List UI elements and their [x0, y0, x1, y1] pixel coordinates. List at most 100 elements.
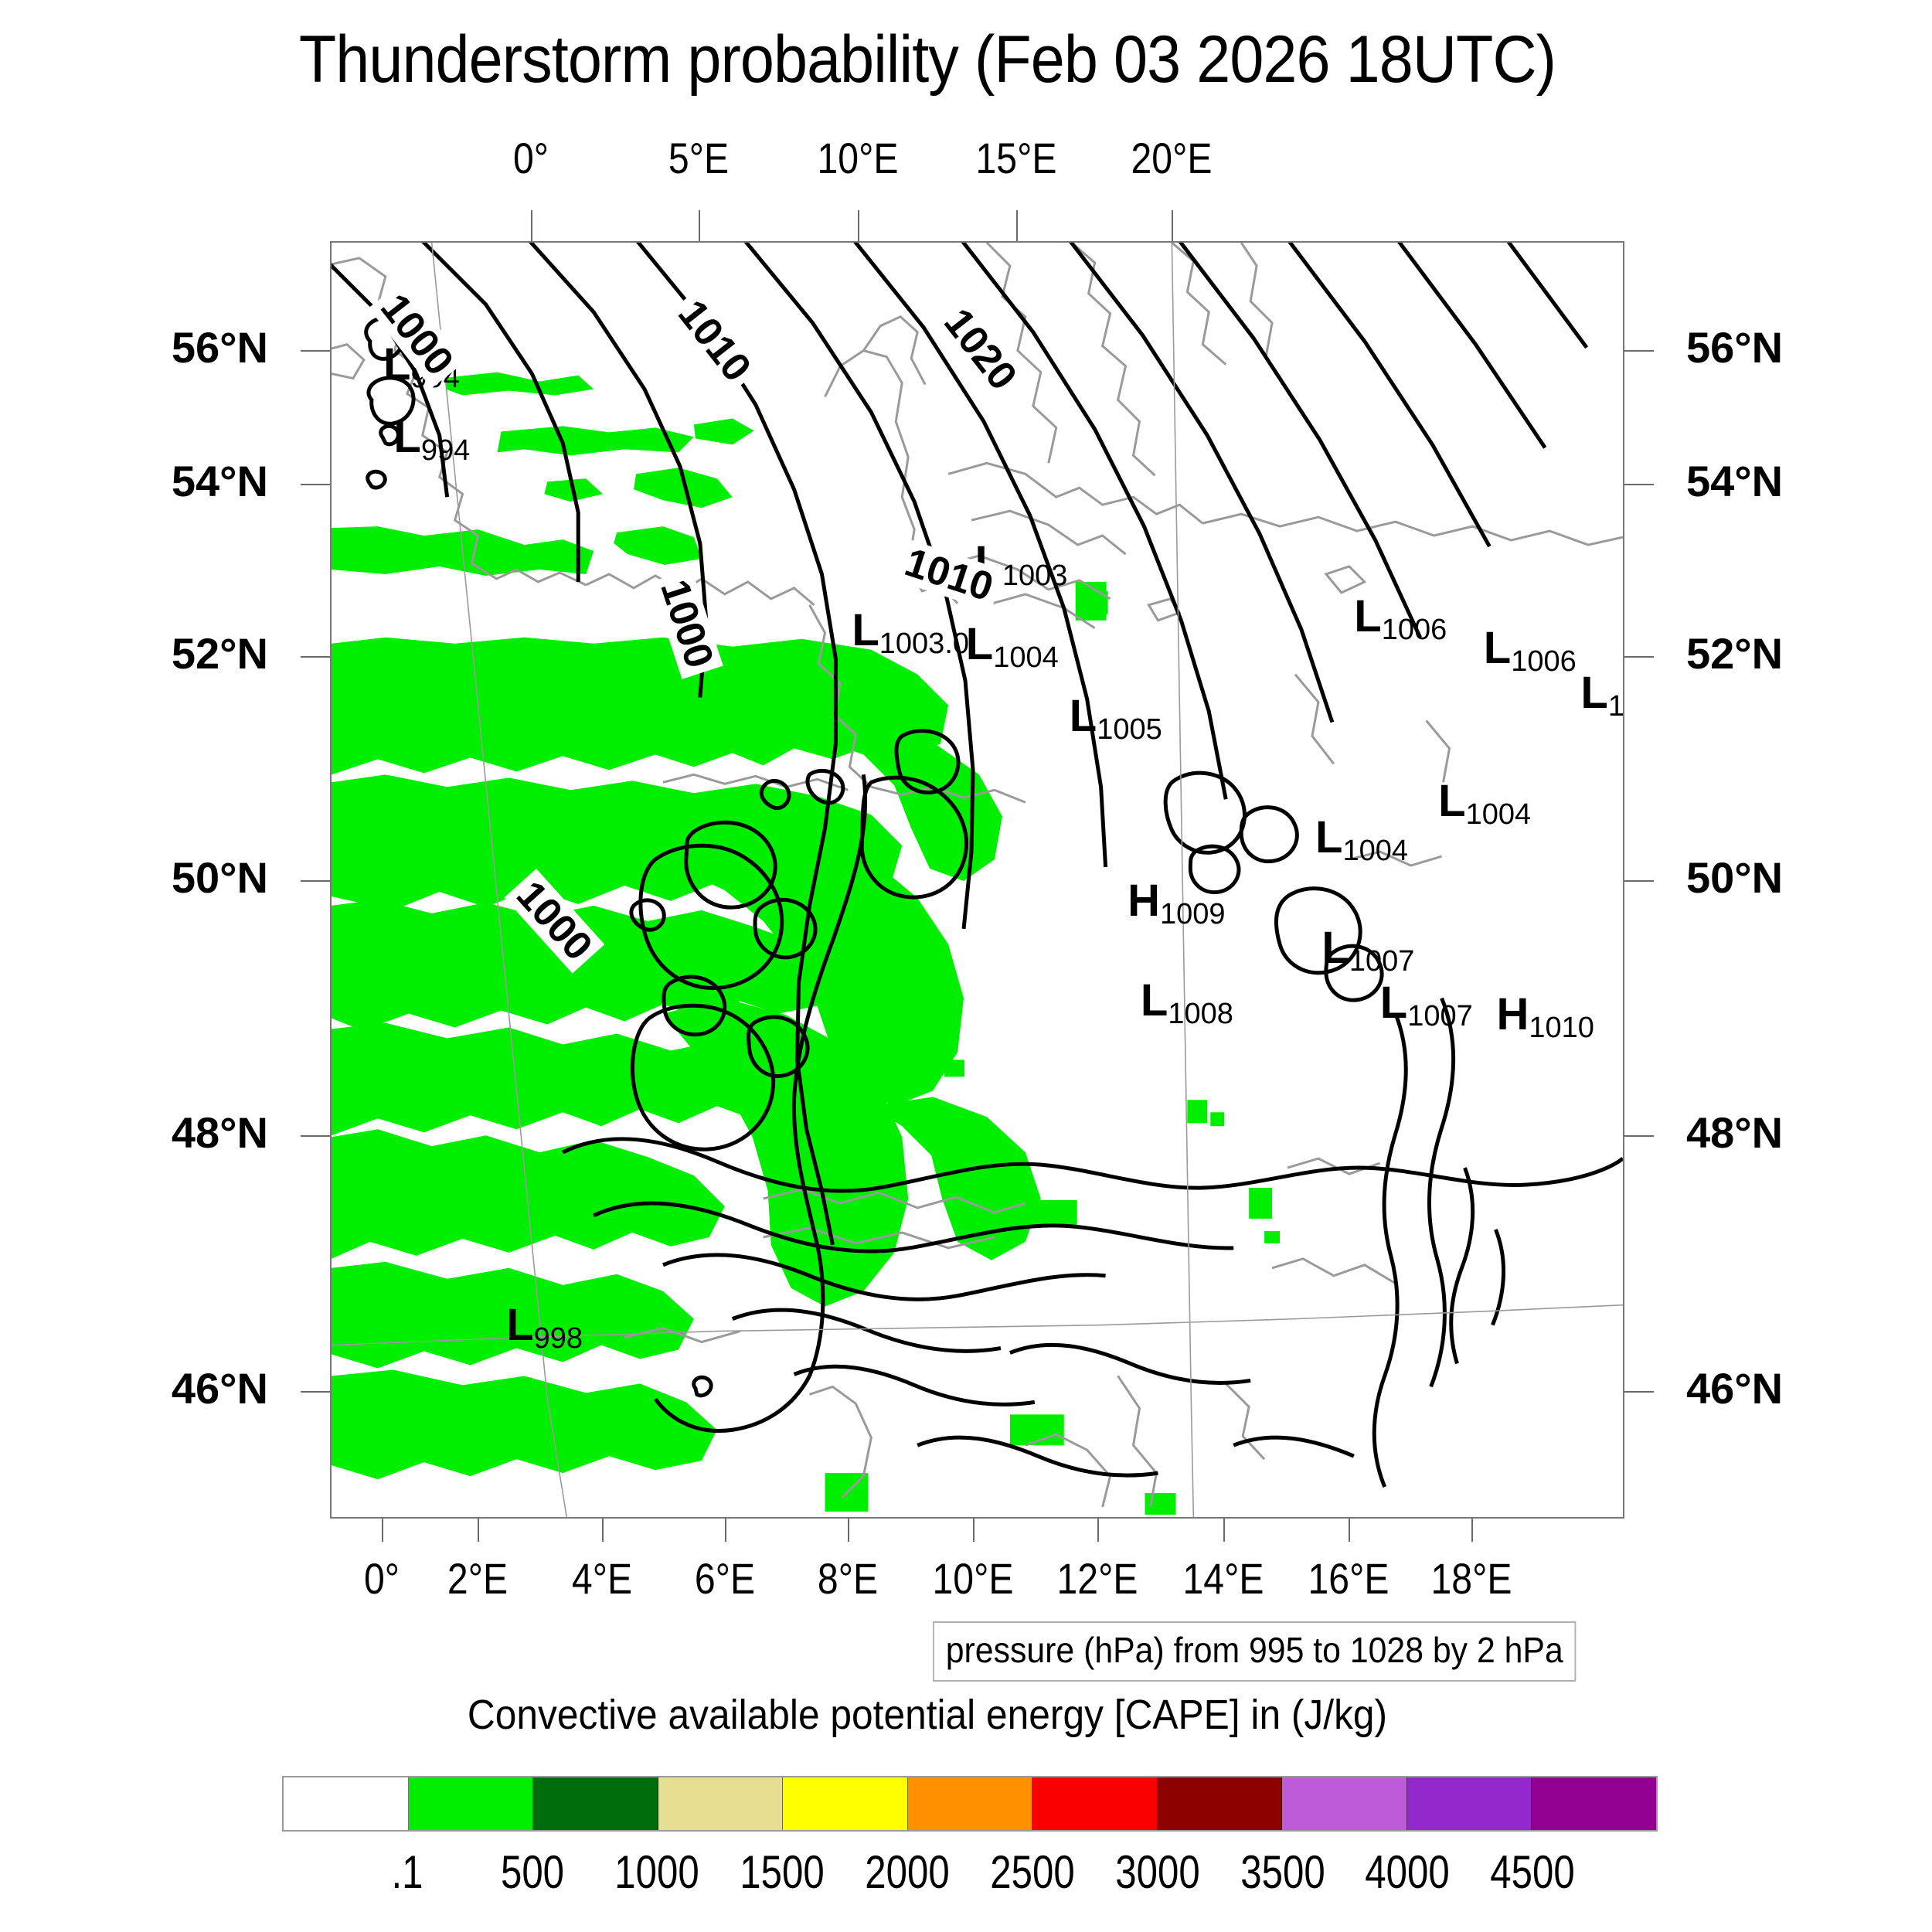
colorbar-swatch-10[interactable] [1532, 1777, 1657, 1830]
colorbar-swatch-4[interactable] [783, 1777, 908, 1830]
isobars [332, 243, 1623, 1488]
axis-label-right-2: 52°N [1686, 629, 1784, 679]
pressure-center-value: 1009 [1160, 898, 1226, 931]
tick-right-2 [1624, 656, 1654, 658]
colorbar-tick-7: 3500 [1240, 1846, 1325, 1898]
colorbar-tick-0: .1 [391, 1846, 423, 1898]
pressure-center-value: 1007 [1407, 1000, 1473, 1033]
axis-label-right-4: 48°N [1686, 1108, 1784, 1158]
colorbar-swatch-3[interactable] [658, 1777, 784, 1830]
axis-label-top-4: 20°E [1131, 134, 1213, 182]
pressure-center-value: 1005 [1097, 713, 1162, 746]
tick-bottom-2 [601, 1519, 604, 1542]
colorbar-swatch-2[interactable] [533, 1777, 658, 1830]
tick-bottom-6 [1097, 1519, 1100, 1542]
colorbar-swatch-6[interactable] [1032, 1777, 1158, 1830]
axis-label-left-1: 54°N [171, 457, 268, 506]
tick-right-1 [1624, 484, 1654, 486]
tick-bottom-5 [973, 1519, 975, 1542]
coastlines [332, 243, 1623, 1508]
pressure-center-symbol: L [1321, 923, 1349, 974]
tick-bottom-9 [1471, 1519, 1474, 1542]
colorbar-swatch-7[interactable] [1157, 1777, 1283, 1830]
map-canvas[interactable]: L994L994L998L1003L1003.0L1004L1006L1006L… [330, 241, 1624, 1519]
colorbar-tick-1: 500 [500, 1846, 564, 1898]
pressure-center-h-16: H1010 [1496, 989, 1594, 1043]
axis-label-left-3: 50°N [171, 852, 268, 902]
pressure-center-l-4: L1003.0 [852, 607, 969, 658]
colorbar-tick-2: 1000 [614, 1846, 700, 1898]
cape-shading [332, 372, 1281, 1515]
axis-label-left-5: 46°N [171, 1363, 268, 1413]
pressure-center-symbol: L [1580, 667, 1608, 718]
colorbar-swatch-0[interactable] [284, 1777, 409, 1830]
pressure-center-symbol: L [1354, 590, 1382, 641]
pressure-center-l-10: L1004 [1438, 776, 1531, 830]
pressure-center-l-2: L998 [506, 1299, 583, 1353]
colorbar-swatch-1[interactable] [408, 1777, 534, 1830]
tick-left-5 [301, 1390, 330, 1393]
axis-label-left-4: 48°N [171, 1108, 268, 1158]
pressure-center-symbol: L [506, 1299, 534, 1350]
axis-label-bottom-9: 18°E [1430, 1554, 1512, 1603]
tick-bottom-7 [1223, 1519, 1225, 1542]
pressure-center-symbol: L [1315, 811, 1343, 862]
pressure-center-value: 1010 [1529, 1012, 1594, 1045]
axis-label-bottom-8: 16°E [1308, 1554, 1389, 1603]
pressure-center-l-5: L1004 [965, 618, 1059, 672]
pressure-center-l-6: L1006 [1354, 590, 1447, 645]
pressure-legend-box: pressure (hPa) from 995 to 1028 by 2 hPa [933, 1621, 1577, 1682]
pressure-center-symbol: L [1438, 776, 1466, 827]
pressure-center-value: 1008 [1168, 998, 1233, 1031]
axis-label-left-2: 52°N [171, 629, 268, 679]
axis-label-right-0: 56°N [1686, 322, 1784, 372]
pressure-center-l-7: L1006 [1483, 622, 1577, 676]
colorbar-swatch-8[interactable] [1282, 1777, 1407, 1830]
colorbar-tick-8: 4000 [1365, 1846, 1451, 1898]
axis-label-top-2: 10°E [817, 134, 899, 182]
pressure-center-symbol: L [965, 618, 994, 669]
tick-top-4 [1171, 210, 1173, 241]
pressure-center-value: 994 [420, 434, 471, 468]
axis-label-right-5: 46°N [1686, 1363, 1784, 1413]
tick-left-4 [301, 1135, 330, 1138]
pressure-center-l-9: L1005 [1069, 690, 1162, 744]
colorbar[interactable] [282, 1776, 1658, 1832]
colorbar-tick-9: 4500 [1490, 1846, 1575, 1898]
colorbar-caption: Convective available potential energy [C… [467, 1692, 1388, 1738]
pressure-center-value: 1008 [1607, 689, 1624, 723]
axis-label-left-0: 56°N [171, 322, 268, 372]
pressure-center-value: 1006 [1381, 613, 1447, 646]
pressure-center-value: 1004 [993, 641, 1059, 674]
pressure-center-value: 1006 [1511, 645, 1577, 678]
pressure-center-symbol: L [1069, 690, 1097, 741]
colorbar-tick-6: 3000 [1114, 1846, 1200, 1898]
tick-bottom-8 [1349, 1519, 1351, 1542]
pressure-center-symbol: H [1496, 989, 1529, 1040]
pressure-center-symbol: L [1483, 622, 1512, 673]
pressure-center-symbol: L [1140, 975, 1168, 1026]
pressure-center-l-11: L1004 [1315, 811, 1408, 866]
axis-label-bottom-3: 6°E [694, 1554, 755, 1603]
axis-label-top-1: 5°E [668, 134, 730, 182]
colorbar-tick-labels: .1 500 1000 1500 2000 2500 3000 3500 4000 4500 [282, 1845, 1658, 1900]
pressure-center-symbol: L [1379, 978, 1408, 1029]
colorbar-swatch-9[interactable] [1406, 1777, 1532, 1830]
axis-label-bottom-4: 8°E [817, 1554, 879, 1603]
tick-top-1 [699, 210, 701, 241]
axis-label-bottom-2: 4°E [571, 1554, 632, 1603]
pressure-center-value: 1004 [1465, 798, 1532, 832]
tick-right-4 [1624, 1135, 1654, 1138]
pressure-center-value: 1007 [1349, 945, 1415, 978]
axis-label-bottom-6: 12°E [1056, 1554, 1138, 1603]
axis-label-top-0: 0° [512, 134, 549, 182]
pressure-center-value: 998 [533, 1321, 583, 1355]
map-contours [332, 243, 1623, 1517]
colorbar-swatch-5[interactable] [907, 1777, 1033, 1830]
tick-left-0 [301, 349, 330, 352]
pressure-center-h-12: H1009 [1128, 879, 1225, 930]
pressure-center-symbol: L [393, 412, 421, 463]
tick-right-0 [1624, 349, 1654, 352]
axis-label-top-3: 15°E [975, 134, 1057, 182]
colorbar-tick-4: 2000 [865, 1846, 950, 1898]
